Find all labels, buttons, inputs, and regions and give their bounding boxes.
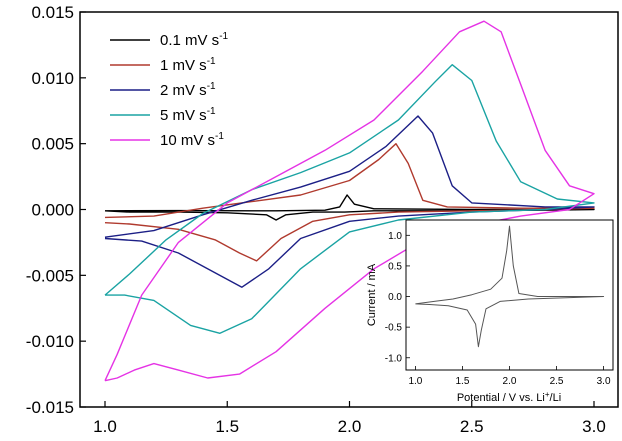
series-line-5 (104, 20, 595, 382)
main-series (104, 20, 595, 382)
inset-x-tick-label: 1.0 (408, 376, 422, 387)
legend-label-sup: -1 (207, 106, 216, 117)
legend-label-sup: -1 (215, 131, 224, 142)
y-tick-label: 0.000 (31, 201, 74, 220)
inset-y-tick-label: -0.5 (385, 323, 403, 334)
legend-label-main: 2 mV s (160, 82, 207, 99)
legend-label-main: 5 mV s (160, 107, 207, 124)
inset-background (406, 220, 613, 370)
y-tick-label: 0.015 (31, 3, 74, 22)
legend-label-main: 1 mV s (160, 57, 207, 74)
legend-label-main: 0.1 mV s (160, 32, 219, 49)
y-tick-label: -0.010 (26, 332, 74, 351)
legend-label-sup: -1 (207, 56, 216, 67)
legend-entry-5: 10 mV s-1 (160, 131, 224, 149)
main-ticks: 1.0 1.5 2.0 2.5 3.0 0.015 0.010 0.005 0.000 -0.00… (26, 3, 606, 436)
inset-x-axis-label-sup: + (545, 390, 550, 399)
legend-entry-4: 5 mV s-1 (160, 106, 216, 124)
series-line-2 (104, 143, 595, 262)
inset-y-tick-label: 0.0 (388, 292, 402, 303)
series-line-4 (104, 64, 595, 334)
x-tick-label: 3.0 (582, 417, 606, 436)
inset-x-axis-label: Potential / V vs. Li+/Li (457, 390, 561, 404)
inset-x-tick-label: 1.5 (456, 376, 470, 387)
inset-series-line (415, 225, 605, 348)
y-tick-label: 0.010 (31, 69, 74, 88)
x-tick-label: 1.0 (93, 417, 117, 436)
legend-label-sup: -1 (207, 81, 216, 92)
y-tick-label: -0.015 (26, 398, 74, 417)
x-tick-label: 1.5 (215, 417, 239, 436)
inset-y-axis-label: Current / mA (366, 263, 378, 326)
x-tick-label: 2.0 (338, 417, 362, 436)
inset-series (415, 225, 605, 348)
legend-entry-1: 0.1 mV s-1 (160, 31, 229, 49)
y-tick-label: -0.005 (26, 266, 74, 285)
legend-label-main: 10 mV s (160, 132, 215, 149)
inset-y-tick-label: 0.5 (388, 261, 402, 272)
inset-y-tick-label: 1.0 (388, 231, 402, 242)
legend-label-sup: -1 (219, 31, 228, 42)
inset-x-tick-label: 2.5 (550, 376, 564, 387)
inset-x-tick-label: 2.0 (503, 376, 517, 387)
x-tick-label: 2.5 (460, 417, 484, 436)
inset-y-tick-label: -1.0 (385, 353, 403, 364)
legend-entry-2: 1 mV s-1 (160, 56, 216, 74)
inset-ticks: 1.0 1.5 2.0 2.5 3.0 1.0 0.5 0.0 -0.5 -1.0 (385, 231, 611, 387)
inset-x-axis-label-end: /Li (550, 392, 562, 404)
inset-x-tick-label: 3.0 (597, 376, 611, 387)
legend-entry-3: 2 mV s-1 (160, 81, 216, 99)
y-tick-label: 0.005 (31, 135, 74, 154)
legend: 0.1 mV s-11 mV s-12 mV s-15 mV s-110 mV … (110, 31, 229, 149)
